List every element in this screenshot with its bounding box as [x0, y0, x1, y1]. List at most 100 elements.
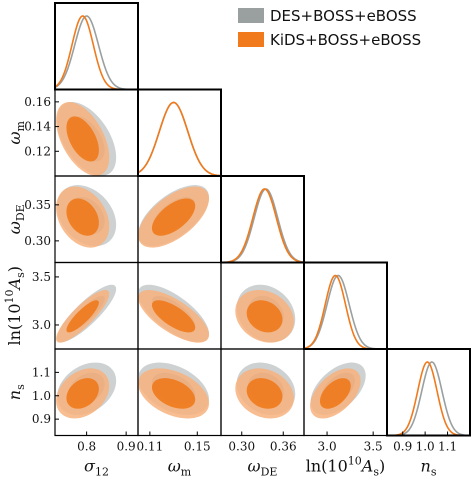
panel	[54, 2, 139, 91]
legend-label: DES+BOSS+eBOSS	[270, 7, 417, 25]
x-tick-label: 3.0	[318, 440, 337, 454]
axis-label-part: 12	[95, 466, 109, 478]
axis-label-part: ω	[168, 457, 181, 476]
axis-label-part: ω	[5, 131, 24, 144]
panel-frame	[54, 2, 139, 91]
axis-label-part: 10	[348, 455, 362, 468]
x-tick-label: 0.9	[117, 440, 136, 454]
marginal-curve	[221, 188, 304, 263]
legend-swatch	[238, 8, 264, 23]
panel	[54, 88, 139, 177]
y-tick-label: 0.9	[32, 412, 51, 426]
contour-68	[66, 116, 99, 162]
axis-label-part: n	[421, 457, 431, 476]
y-tick-label: 0.16	[24, 95, 51, 109]
axis-label-part: σ	[84, 457, 96, 476]
y-tick-label: 3.5	[32, 270, 51, 284]
panel	[220, 348, 305, 437]
axis-label: σ12	[84, 457, 109, 478]
contour-68	[151, 378, 196, 409]
y-tick-label: 0.30	[24, 234, 51, 248]
x-tick-label: 0.15	[184, 440, 211, 454]
axis-label-part: ω	[5, 221, 24, 234]
marginal-curve	[138, 101, 221, 176]
contour-68	[66, 198, 99, 236]
panel-content	[138, 185, 209, 248]
contour-68	[246, 300, 283, 333]
panel	[220, 175, 305, 264]
x-tick-label: 1.1	[438, 440, 457, 454]
axis-label-part: ω	[248, 457, 261, 476]
axis-label-part: ln(10	[306, 457, 348, 476]
contour-68	[66, 300, 99, 333]
axis-label-part: ln(10	[5, 303, 24, 345]
marginal-curve	[55, 15, 138, 90]
panel	[137, 348, 222, 437]
panel-content	[138, 284, 209, 343]
axis-label: ωDE	[5, 204, 27, 234]
panel-content	[56, 362, 117, 419]
panel	[220, 261, 305, 350]
marginal-curve	[304, 274, 387, 349]
y-tick-label: 0.12	[24, 144, 51, 158]
contour-68	[246, 378, 283, 409]
axis-label: ωDE	[248, 457, 278, 478]
axis-label-part: m	[14, 120, 27, 131]
axis-label-part: DE	[261, 466, 278, 478]
x-tick-label: 0.9	[393, 440, 412, 454]
axis-label: ωm	[5, 120, 27, 144]
legend-swatch	[238, 32, 264, 47]
axis-label-part: A	[5, 278, 24, 292]
axis-label-part: A	[360, 457, 374, 476]
x-tick-label: 0.36	[270, 440, 297, 454]
axis-label-part: DE	[14, 204, 27, 221]
axis-label-part: n	[5, 390, 24, 400]
panel-frame	[386, 348, 471, 437]
panel	[54, 175, 139, 264]
axis-label: ns	[421, 457, 437, 478]
panel	[137, 88, 222, 177]
contour-68	[66, 378, 99, 409]
contour-68	[319, 378, 351, 409]
axis-label: ωm	[168, 457, 192, 478]
x-tick-label: 0.11	[136, 440, 163, 454]
axis-label-part: s	[14, 384, 27, 390]
x-tick-label: 0.30	[228, 440, 255, 454]
panel	[303, 348, 388, 437]
panel-frame	[137, 88, 222, 177]
marginal-curve	[55, 15, 138, 90]
x-tick-label: 1.0	[416, 440, 435, 454]
axis-label-part: s	[431, 466, 437, 478]
panel-content	[387, 361, 470, 436]
panel	[54, 261, 139, 350]
marginal-curve	[138, 101, 221, 176]
panel-content	[235, 362, 296, 419]
axis-label-part: 10	[3, 289, 16, 303]
axis-label-part: )	[5, 266, 24, 272]
axis-label-part: s	[373, 466, 379, 478]
contour-68	[151, 198, 196, 236]
panel-content	[56, 185, 117, 248]
panel-content	[138, 101, 221, 176]
y-tick-label: 1.1	[32, 365, 51, 379]
panel-content	[304, 274, 387, 349]
y-tick-label: 0.14	[24, 120, 51, 134]
panel-content	[56, 102, 117, 176]
panel	[54, 348, 139, 437]
legend-label: KiDS+BOSS+eBOSS	[270, 31, 421, 49]
x-tick-label: 3.5	[364, 440, 383, 454]
panel	[386, 348, 471, 437]
panel-frame	[220, 175, 305, 264]
y-tick-label: 0.35	[24, 198, 51, 212]
panel-content	[138, 362, 209, 419]
panel-content	[221, 188, 304, 263]
panel	[303, 261, 388, 350]
y-tick-label: 1.0	[32, 389, 51, 403]
x-tick-label: 0.8	[77, 440, 96, 454]
marginal-curve	[221, 188, 304, 263]
axis-label-part: s	[14, 272, 27, 278]
contour-68	[151, 300, 196, 333]
axis-label: ln(1010As)	[3, 266, 27, 346]
axis-label: ns	[5, 384, 27, 400]
